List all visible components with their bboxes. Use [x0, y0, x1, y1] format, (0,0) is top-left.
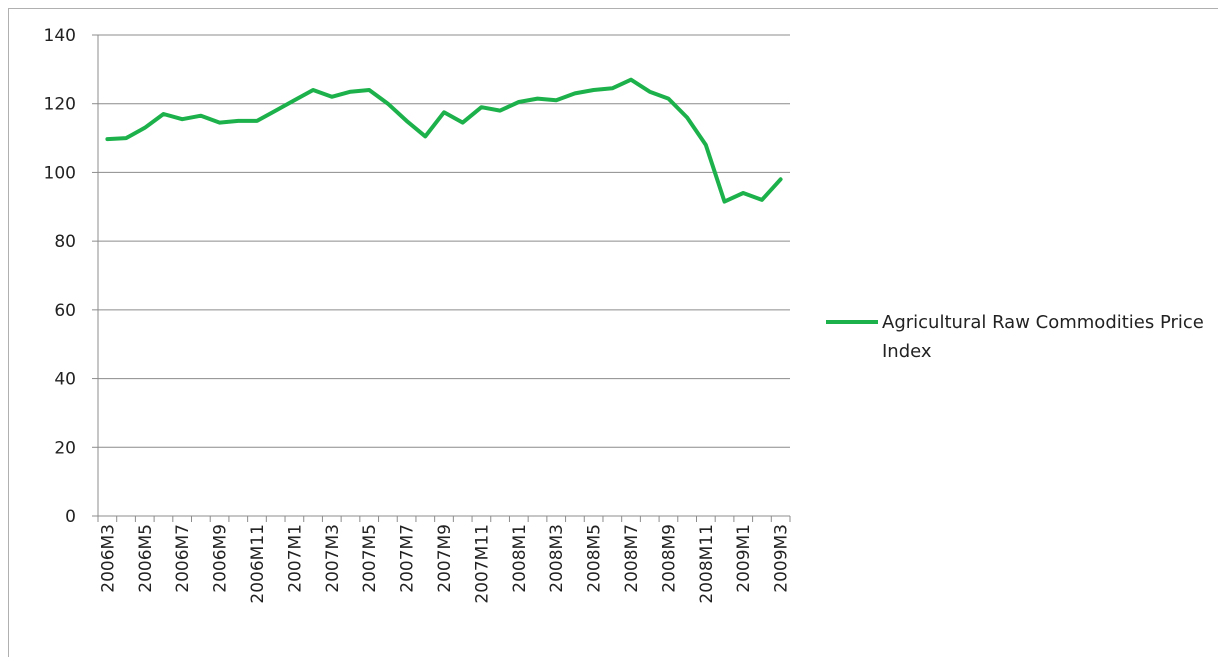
x-tick-label: 2008M1 [510, 524, 530, 593]
x-tick-label: 2007M11 [472, 524, 492, 604]
x-tick-label: 2007M1 [285, 524, 305, 593]
x-tick-label: 2006M3 [98, 524, 118, 593]
x-tick-label: 2009M1 [734, 524, 754, 593]
x-tick-label: 2007M3 [323, 524, 343, 593]
y-tick-label: 80 [54, 232, 76, 252]
data-line [107, 80, 780, 202]
y-tick-label: 20 [54, 438, 76, 458]
x-tick-label: 2009M3 [772, 524, 792, 593]
x-tick-label: 2007M9 [435, 524, 455, 593]
x-tick-label: 2008M3 [547, 524, 567, 593]
x-tick-label: 2007M5 [360, 524, 380, 593]
x-tick-label: 2008M7 [622, 524, 642, 593]
x-tick-label: 2006M11 [248, 524, 268, 604]
y-tick-label: 100 [44, 163, 76, 183]
x-tick-label: 2006M5 [136, 524, 156, 593]
y-tick-label: 140 [44, 26, 76, 46]
y-tick-label: 120 [44, 95, 76, 115]
legend-label: Agricultural Raw Commodities Price Index [882, 308, 1212, 366]
y-tick-label: 0 [65, 507, 76, 527]
x-tick-label: 2006M7 [173, 524, 193, 593]
y-tick-label: 40 [54, 370, 76, 390]
x-tick-label: 2007M7 [398, 524, 418, 593]
x-tick-label: 2008M11 [697, 524, 717, 604]
legend: Agricultural Raw Commodities Price Index [882, 308, 1212, 366]
legend-spacer [824, 308, 884, 338]
x-tick-label: 2006M9 [211, 524, 231, 593]
y-tick-label: 60 [54, 301, 76, 321]
x-tick-label: 2008M5 [585, 524, 605, 593]
x-tick-label: 2008M9 [659, 524, 679, 593]
